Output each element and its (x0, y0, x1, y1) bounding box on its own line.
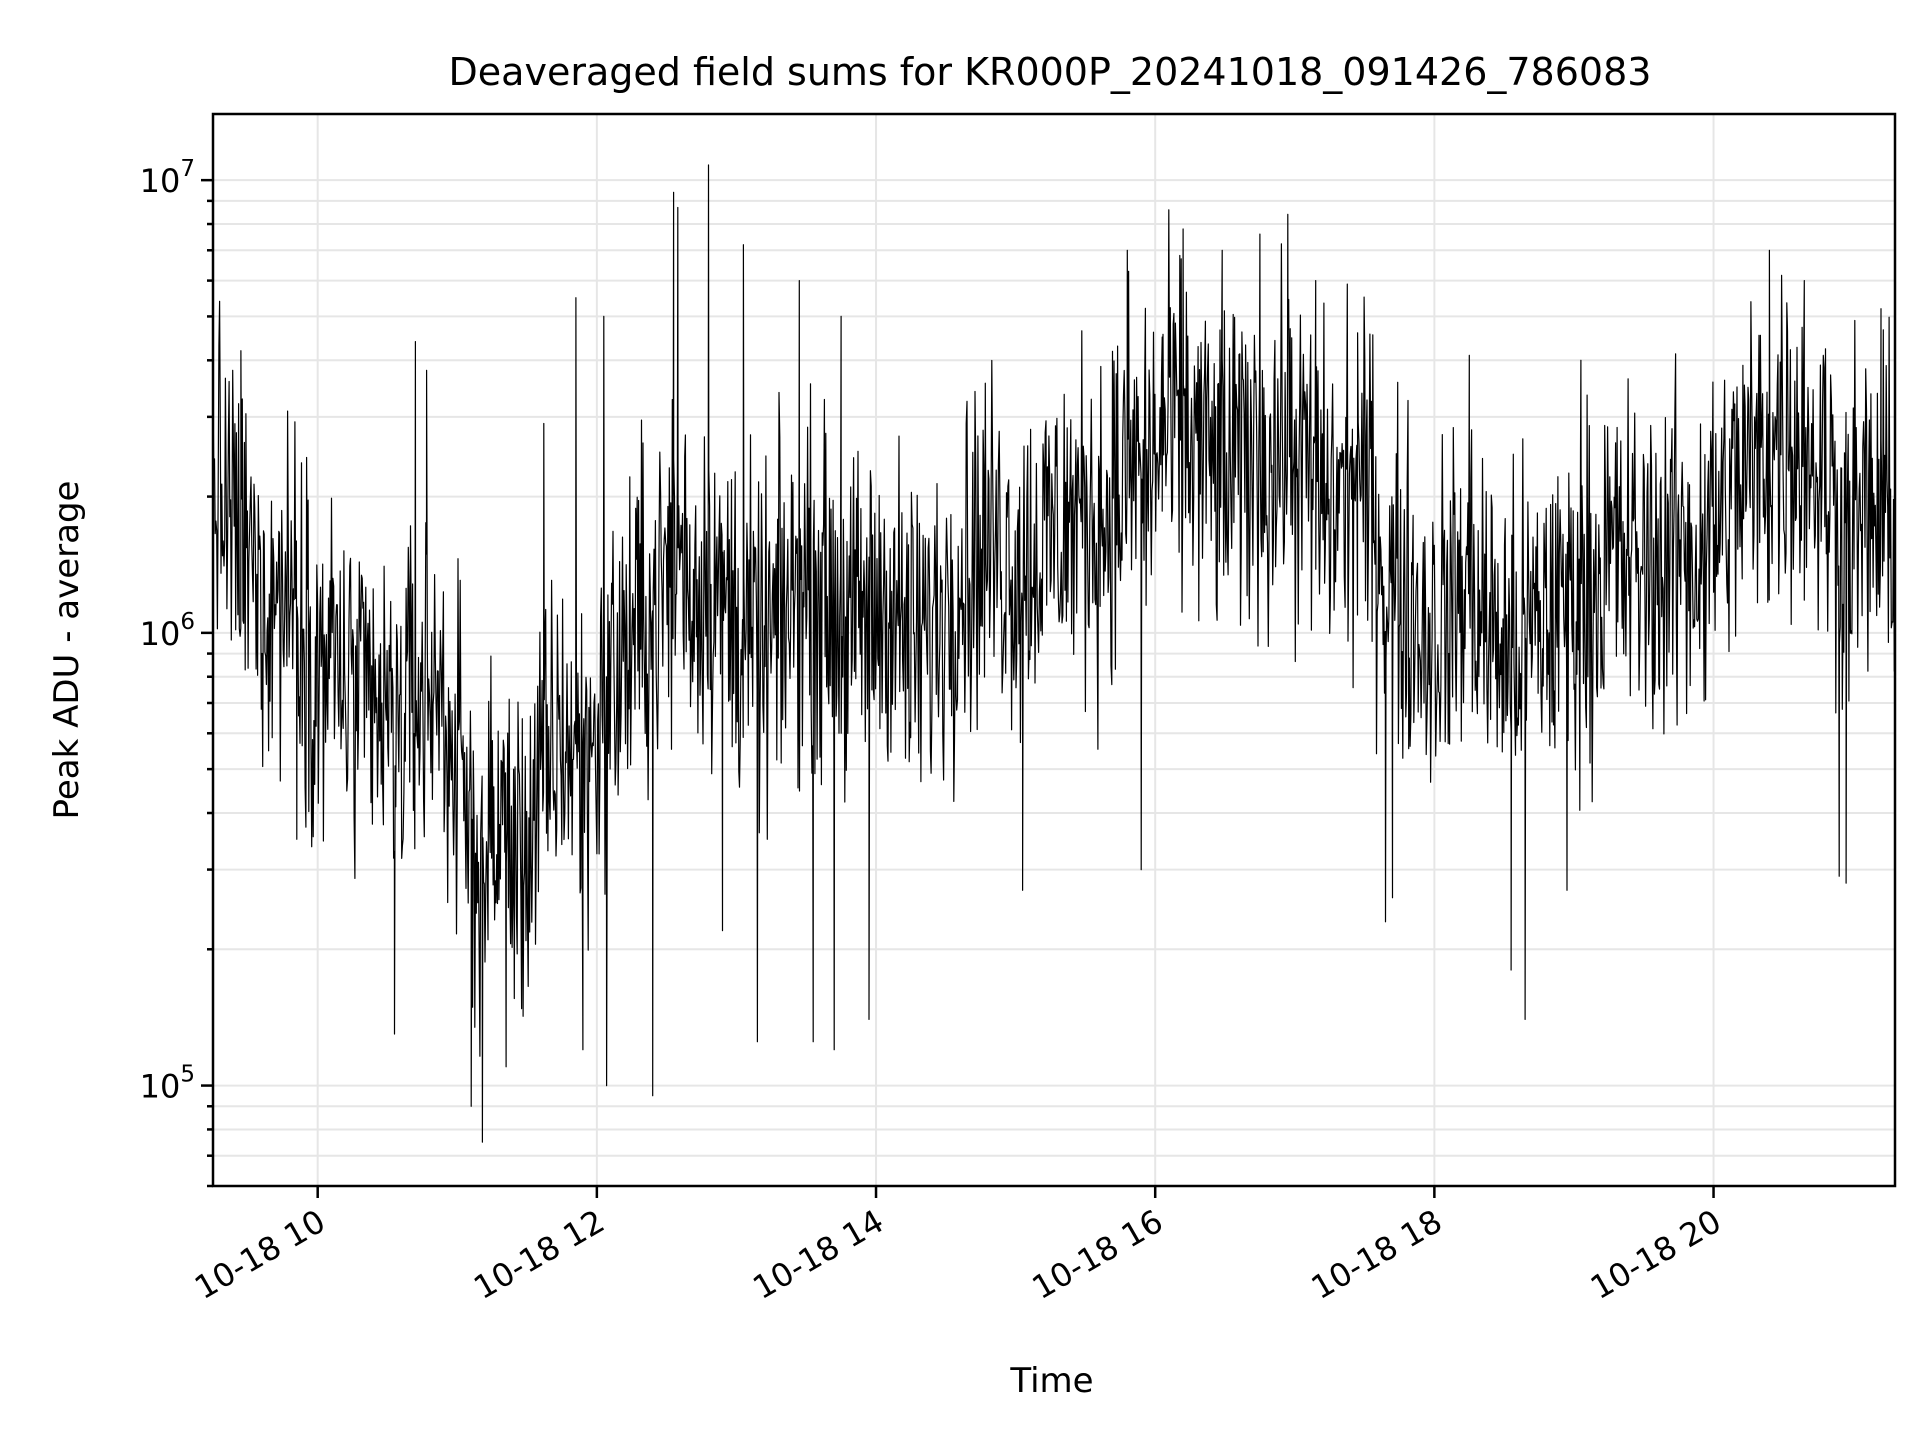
series-line (213, 164, 1895, 1143)
series-layer (213, 164, 1895, 1143)
x-tick-label: 10-18 18 (1305, 1202, 1449, 1307)
x-axis: 10-18 10 10-18 12 10-18 14 10-18 16 10-18 18… (188, 1186, 1728, 1307)
x-tick-label: 10-18 12 (467, 1202, 611, 1307)
x-tick-label: 10-18 20 (1584, 1202, 1728, 1307)
grid-layer (213, 114, 1895, 1187)
x-tick-label: 10-18 16 (1026, 1202, 1170, 1307)
chart-title: Deaveraged field sums for KR000P_2024101… (449, 50, 1652, 94)
x-axis-label: Time (1009, 1361, 1093, 1401)
y-tick-label: 106 (140, 609, 195, 653)
y-axis: 105 106 107 (140, 156, 213, 1188)
y-axis-label: Peak ADU - average (47, 481, 87, 820)
x-tick-label: 10-18 14 (746, 1202, 890, 1307)
y-tick-label: 105 (140, 1062, 195, 1106)
y-tick-label: 107 (140, 156, 195, 200)
plot-area (213, 164, 1895, 1143)
x-tick-label: 10-18 10 (188, 1202, 332, 1307)
plot-frame (211, 112, 1897, 1188)
